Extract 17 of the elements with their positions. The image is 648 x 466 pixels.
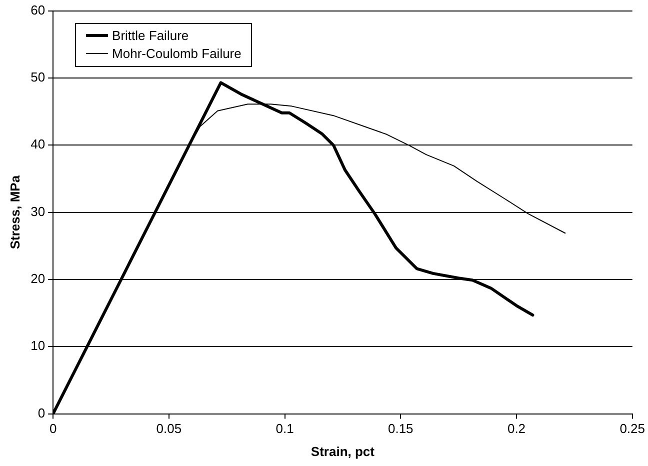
y-tick-label: 0 xyxy=(38,405,46,420)
legend-label: Mohr-Coulomb Failure xyxy=(112,46,242,62)
y-tick-label: 10 xyxy=(30,338,46,354)
y-tick-label: 30 xyxy=(30,204,46,219)
y-tick-label: 50 xyxy=(30,70,46,85)
x-tick-label: 0.25 xyxy=(620,421,646,436)
x-tick-label: 0.15 xyxy=(388,421,414,436)
x-tick-label: 0.05 xyxy=(156,421,182,436)
y-axis-title: Stress, MPa xyxy=(7,174,22,250)
y-tick-label: 40 xyxy=(30,136,46,152)
y-tick-label: 20 xyxy=(30,271,46,286)
x-axis-title: Strain, pct xyxy=(310,444,376,459)
legend-label: Brittle Failure xyxy=(112,28,189,44)
x-tick-label: 0.1 xyxy=(276,421,294,436)
y-tick-label: 60 xyxy=(30,2,46,18)
x-tick-label: 0.2 xyxy=(507,421,526,436)
x-tick-label: 0 xyxy=(49,421,57,436)
